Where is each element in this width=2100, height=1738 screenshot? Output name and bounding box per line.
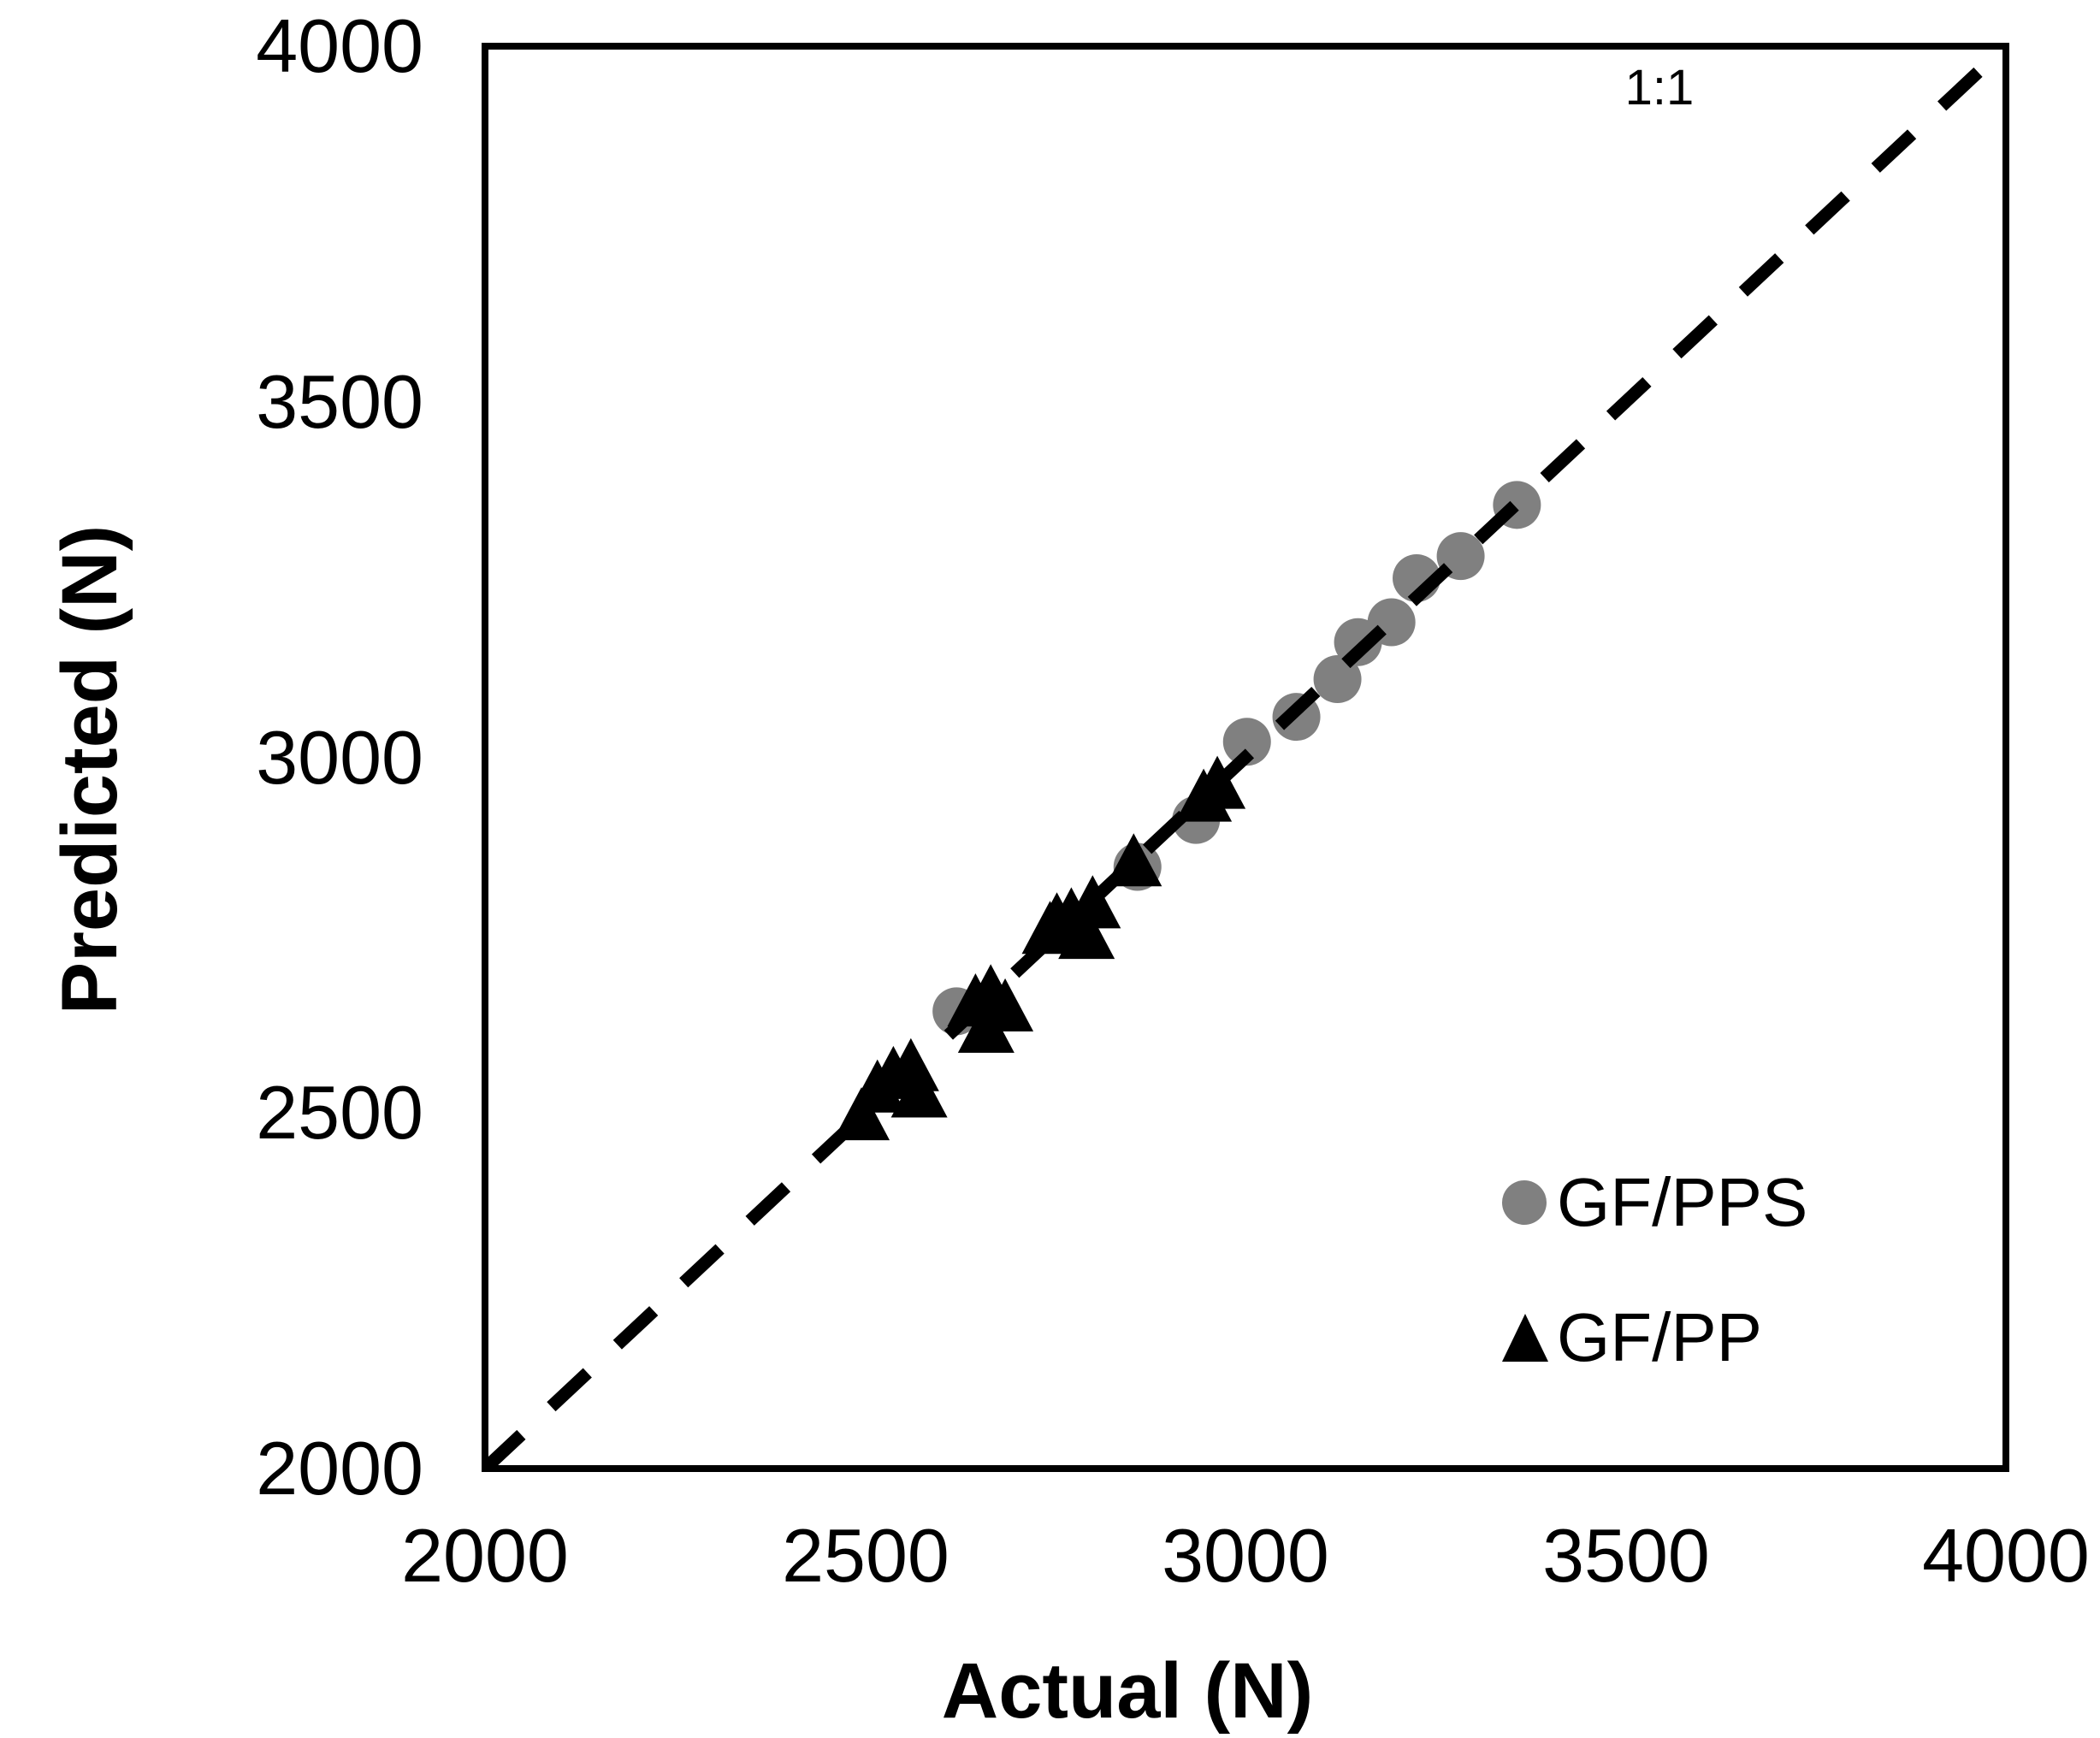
data-point-gf-pp [977, 978, 1034, 1032]
x-tick-label: 2500 [782, 1513, 949, 1598]
data-point-gf-pp [1189, 755, 1246, 809]
data-point-gf-pp [1064, 875, 1121, 929]
y-tick-label: 4000 [256, 3, 423, 88]
legend-circle-marker-icon [1502, 1180, 1547, 1225]
data-point-gf-pp [1105, 833, 1162, 887]
y-tick-label: 3500 [256, 359, 423, 444]
x-axis-title: Actual (N) [941, 1647, 1314, 1735]
data-point-gf-pp [833, 1087, 890, 1141]
x-tick-label: 3500 [1542, 1513, 1710, 1598]
y-tick-label: 2500 [256, 1070, 423, 1155]
data-point-gf-pps [1222, 718, 1271, 766]
plot-area-svg [485, 46, 2006, 1469]
y-tick-label: 3000 [256, 715, 423, 800]
legend-label-gf-pp: GF/PP [1557, 1299, 1763, 1375]
x-tick-label: 2000 [401, 1513, 569, 1598]
y-axis-title: Predicted (N) [46, 524, 133, 1015]
legend-triangle-marker-icon [1502, 1314, 1548, 1362]
data-point-gf-pp [890, 1064, 948, 1118]
y-tick-label: 2000 [256, 1426, 423, 1510]
x-tick-label: 4000 [1922, 1513, 2090, 1598]
one-to-one-line-label: 1:1 [1624, 60, 1695, 115]
legend-label-gf-pps: GF/PPS [1557, 1164, 1808, 1240]
one-to-one-dashed-line [485, 46, 2006, 1469]
data-point-gf-pp [1058, 906, 1115, 960]
x-tick-label: 3000 [1162, 1513, 1329, 1598]
